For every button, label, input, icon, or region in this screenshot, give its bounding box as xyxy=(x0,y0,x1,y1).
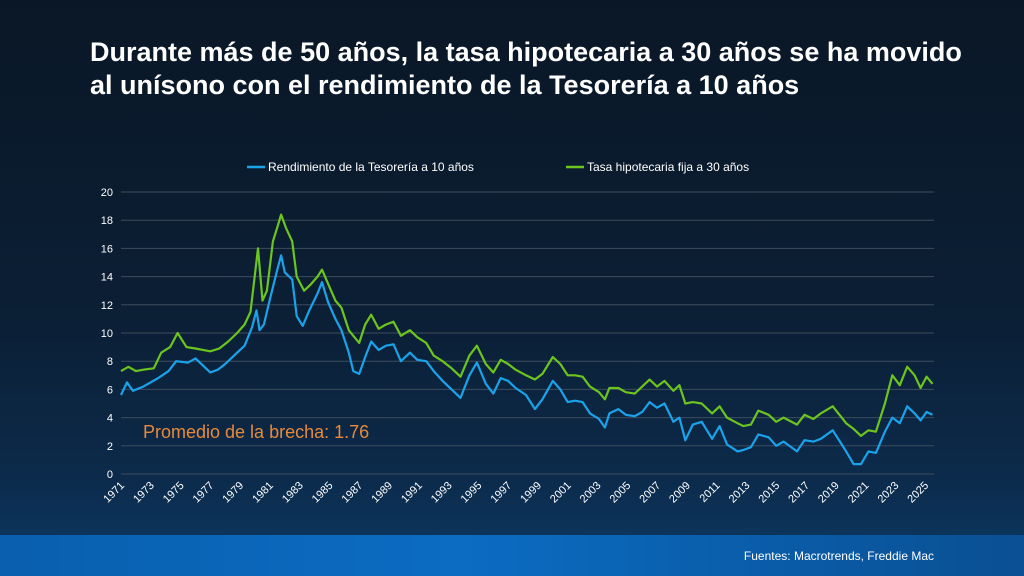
x-tick-label: 1975 xyxy=(161,480,187,506)
footer-band xyxy=(0,535,1024,576)
x-tick-label: 2013 xyxy=(727,480,753,506)
y-tick-label: 18 xyxy=(101,215,113,227)
y-tick-label: 4 xyxy=(107,413,113,425)
legend-label-mortgage: Tasa hipotecaria fija a 30 años xyxy=(587,160,749,174)
x-tick-label: 1983 xyxy=(280,480,306,506)
x-tick-label: 2003 xyxy=(578,480,604,506)
x-axis-ticks: 1971 1973 1975 1977 1979 1981 1983 1985 1987 1989… xyxy=(101,480,931,506)
mortgage-series-line xyxy=(120,213,934,437)
x-tick-label: 1991 xyxy=(399,480,425,506)
y-tick-label: 6 xyxy=(107,384,113,396)
x-tick-label: 2007 xyxy=(637,480,663,506)
x-tick-label: 1999 xyxy=(518,480,544,506)
y-tick-label: 0 xyxy=(107,469,113,481)
x-tick-label: 2015 xyxy=(756,480,782,506)
x-tick-label: 1987 xyxy=(340,480,366,506)
x-tick-label: 1995 xyxy=(459,480,485,506)
y-tick-label: 16 xyxy=(101,243,113,255)
x-tick-label: 1993 xyxy=(429,480,455,506)
x-tick-label: 1979 xyxy=(220,480,246,506)
x-tick-label: 1977 xyxy=(191,480,217,506)
y-tick-label: 14 xyxy=(101,272,113,284)
x-tick-label: 2025 xyxy=(905,480,931,506)
x-tick-label: 1989 xyxy=(369,480,395,506)
x-tick-label: 2005 xyxy=(608,480,634,506)
y-axis-ticks: 0 2 4 6 8 10 12 14 16 18 20 xyxy=(101,187,113,481)
x-tick-label: 2001 xyxy=(548,480,574,506)
x-tick-label: 2023 xyxy=(876,480,902,506)
y-tick-label: 10 xyxy=(101,328,113,340)
gap-average-annotation: Promedio de la brecha: 1.76 xyxy=(143,422,369,442)
legend-label-treasury: Rendimiento de la Tesorería a 10 años xyxy=(268,160,474,174)
x-tick-label: 2021 xyxy=(846,480,872,506)
x-tick-label: 2019 xyxy=(816,480,842,506)
y-tick-label: 8 xyxy=(107,356,113,368)
x-tick-label: 1981 xyxy=(250,480,276,506)
page-title: Durante más de 50 años, la tasa hipoteca… xyxy=(90,37,962,100)
series-layer xyxy=(120,213,934,466)
treasury-series-line xyxy=(120,254,933,466)
y-tick-label: 2 xyxy=(107,441,113,453)
x-tick-label: 2009 xyxy=(667,480,693,506)
x-tick-label: 1985 xyxy=(310,480,336,506)
x-tick-label: 1973 xyxy=(131,480,157,506)
x-tick-label: 1997 xyxy=(488,480,514,506)
chart-legend: Rendimiento de la Tesorería a 10 años Ta… xyxy=(247,160,749,174)
x-tick-label: 2011 xyxy=(698,480,723,505)
y-tick-label: 12 xyxy=(101,300,113,312)
y-tick-label: 20 xyxy=(101,187,113,199)
x-tick-label: 2017 xyxy=(786,480,812,506)
source-note: Fuentes: Macrotrends, Freddie Mac xyxy=(743,549,934,563)
grid-layer xyxy=(121,191,934,475)
x-tick-label: 1971 xyxy=(101,480,127,506)
